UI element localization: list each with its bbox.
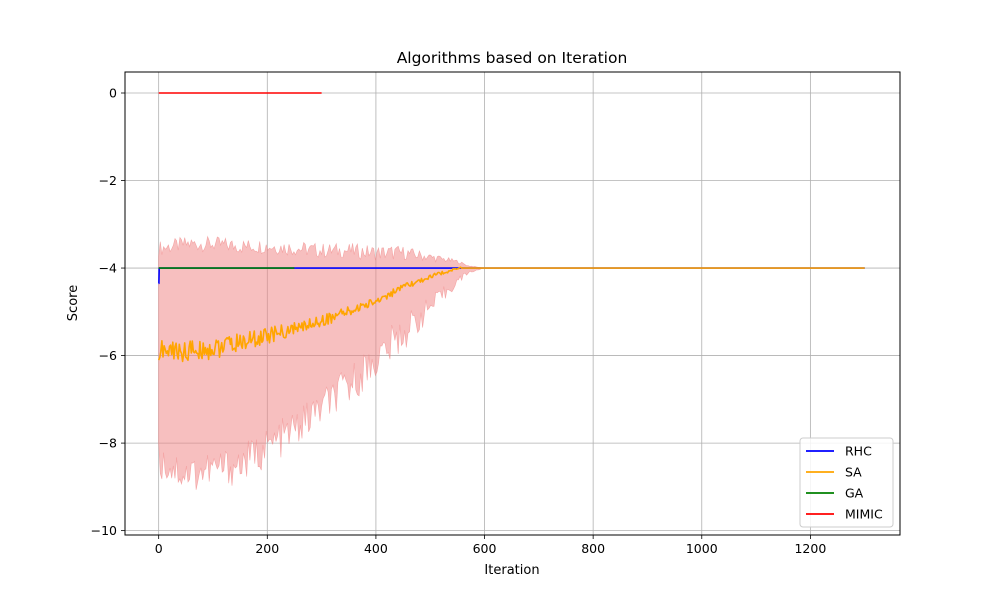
x-tick-label: 800 [581,541,605,556]
plot-frame [124,71,901,536]
legend-label-mimic: MIMIC [845,507,883,522]
x-axis-title: Iteration [484,563,539,578]
y-tick-label: −8 [99,436,117,451]
y-tick-label: 0 [109,86,117,101]
x-tick-label: 400 [364,541,388,556]
x-tick-label: 600 [473,541,497,556]
series-lines [157,92,865,363]
x-tick-label: 0 [155,541,163,556]
y-axis-title: Score [66,285,81,321]
x-tick-label: 1200 [794,541,826,556]
chart-title: Algorithms based on Iteration [397,49,628,67]
series-line-sa [157,266,865,363]
legend-label-ga: GA [845,486,864,501]
y-tick-label: −10 [91,523,117,538]
legend-box [799,437,894,528]
y-tick-label: −6 [99,348,117,363]
legend: RHC SA GA MIMIC [799,437,894,528]
legend-label-sa: SA [845,465,862,480]
axis-ticks: 0 200 400 600 800 1000 1200 0 −2 −4 −6 −8 −10 [91,86,827,556]
x-tick-label: 1000 [686,541,718,556]
y-tick-label: −4 [99,261,117,276]
y-tick-label: −2 [99,173,117,188]
legend-label-rhc: RHC [845,444,872,459]
x-tick-label: 200 [255,541,279,556]
